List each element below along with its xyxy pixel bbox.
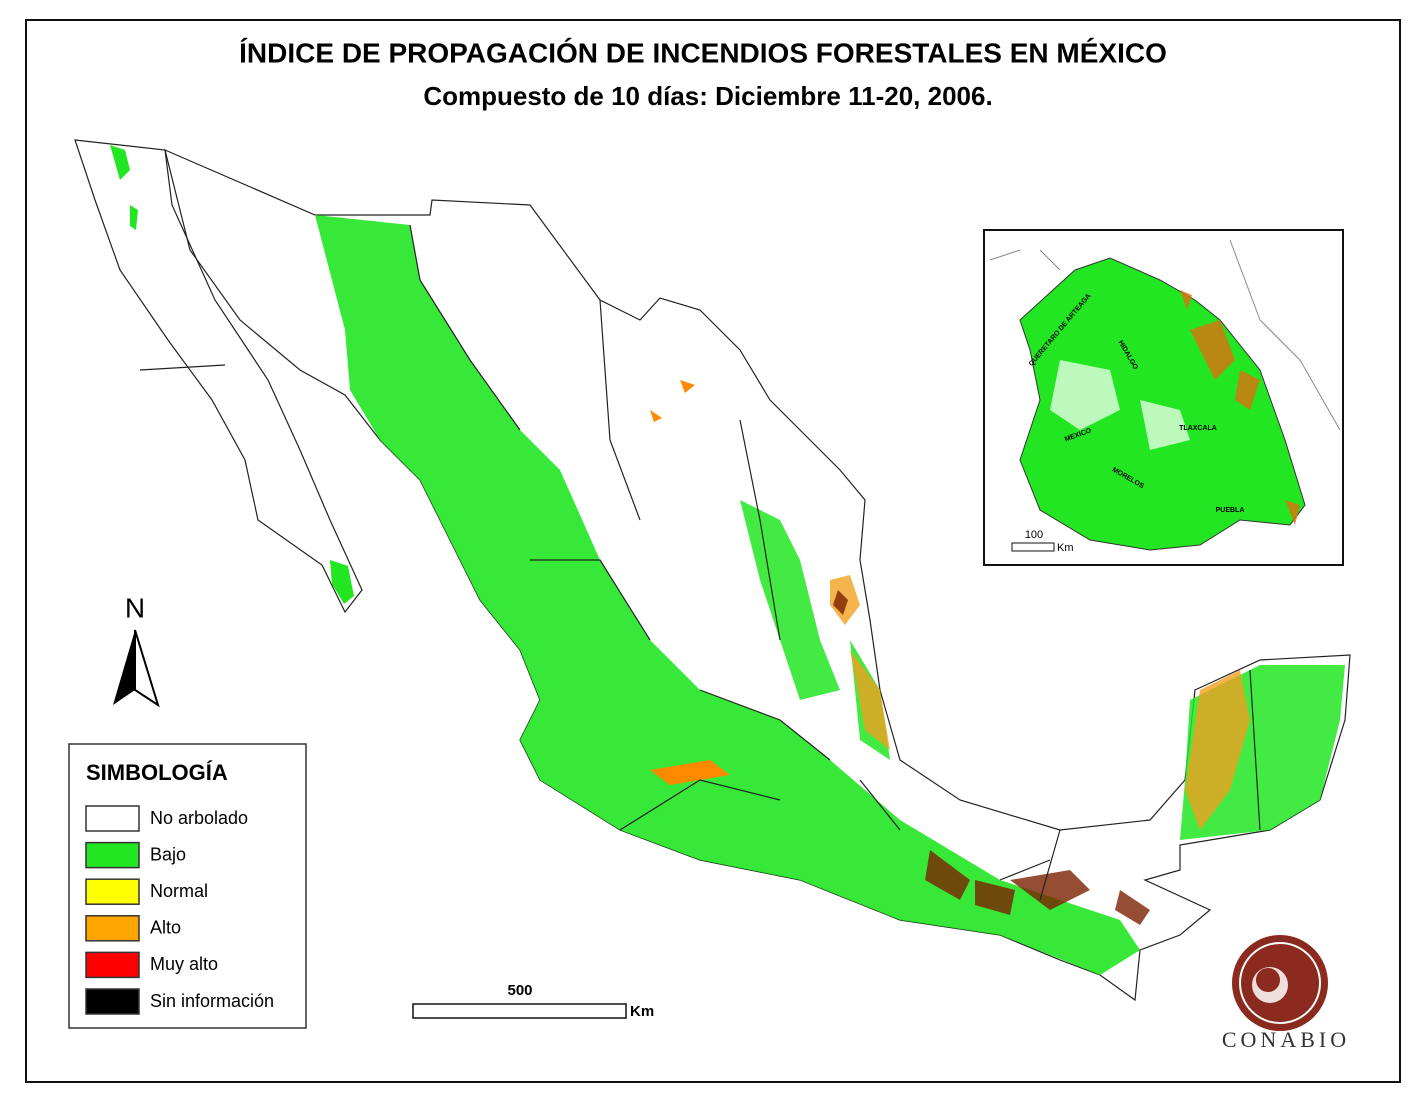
legend-label: Alto: [150, 918, 181, 938]
legend-label: No arbolado: [150, 808, 248, 828]
scale-distance: 500: [507, 982, 532, 999]
legend-swatch: [85, 841, 140, 869]
legend-swatch: [85, 805, 140, 832]
inset-scale-distance: 100: [1025, 529, 1043, 541]
subtitle: Compuesto de 10 días: Diciembre 11-20, 2…: [423, 81, 992, 111]
scale-bar: 500 Km: [412, 982, 654, 1020]
baja: [74, 139, 363, 614]
inset: [983, 229, 1344, 566]
logo-text: CONABIO: [1222, 1027, 1350, 1052]
legend-swatch: [85, 878, 140, 905]
inset-state-label: PUEBLA: [1216, 507, 1245, 514]
title: ÍNDICE DE PROPAGACIÓN DE INCENDIOS FORES…: [239, 37, 1167, 68]
legend-label: Bajo: [150, 844, 186, 864]
legend-label: Muy alto: [150, 954, 218, 974]
legend-label: Normal: [150, 881, 208, 901]
scale-unit: Km: [630, 1003, 654, 1020]
legend-swatch: [85, 951, 140, 979]
north-arrow: N: [113, 592, 160, 708]
legend-label: Sin información: [150, 991, 274, 1011]
legend-title: SIMBOLOGÍA: [86, 760, 228, 785]
legend-swatch: [85, 988, 140, 1015]
inset-state-label: TLAXCALA: [1179, 425, 1217, 432]
mainland: [164, 148, 1351, 1002]
logo: CONABIO: [1222, 935, 1350, 1052]
north-label: N: [125, 592, 145, 623]
legend-swatch: [85, 915, 140, 942]
inset-scale-unit: Km: [1057, 542, 1074, 554]
